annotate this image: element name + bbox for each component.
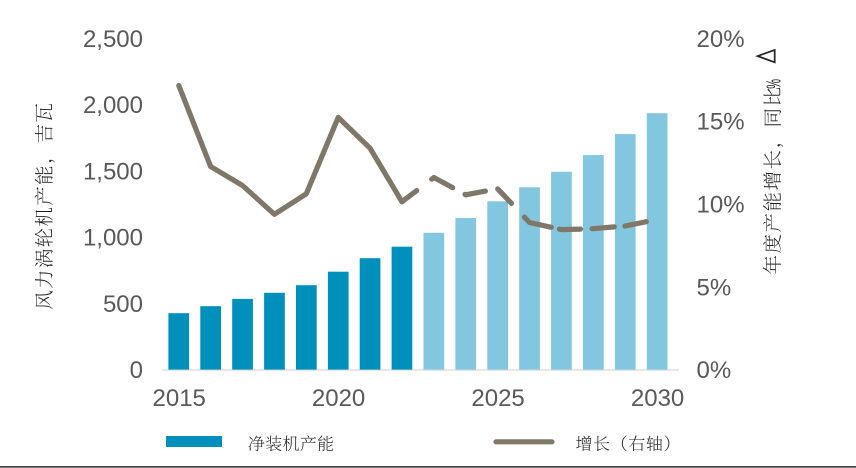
svg-text:%: % [763, 79, 785, 89]
svg-text:15%: 15% [697, 109, 745, 136]
svg-text:1,500: 1,500 [83, 158, 143, 185]
svg-text:2020: 2020 [312, 385, 365, 412]
svg-text:2,500: 2,500 [83, 26, 143, 53]
svg-text:2015: 2015 [153, 385, 206, 412]
svg-text:2030: 2030 [631, 385, 684, 412]
svg-text:10%: 10% [697, 192, 745, 219]
svg-text:1,000: 1,000 [83, 225, 143, 252]
svg-text:0: 0 [130, 357, 143, 384]
svg-text:5%: 5% [697, 274, 732, 301]
svg-text:2025: 2025 [471, 385, 524, 412]
svg-text:500: 500 [103, 291, 143, 318]
svg-text:2,000: 2,000 [83, 92, 143, 119]
svg-text:0%: 0% [697, 357, 732, 384]
svg-text:20%: 20% [697, 26, 745, 53]
